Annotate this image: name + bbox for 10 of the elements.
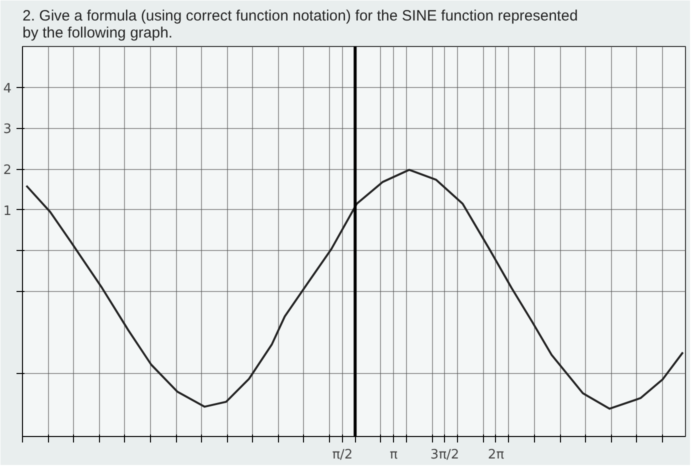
x-tick-label: π/2 (332, 448, 353, 462)
y-tick-label: 4 (3, 81, 12, 96)
x-tick-label: 3π/2 (430, 448, 460, 462)
y-tick-label: 2 (3, 163, 12, 178)
x-tick-label: π (390, 448, 398, 462)
y-tick-label: 3 (3, 122, 12, 138)
x-tick-label: 2π (488, 448, 504, 462)
chart-title: 2. Give a formula (using correct function notation) for the SINE function represented by the following graph. (22, 8, 578, 42)
line-series (25, 168, 684, 410)
y-tick-label: 1 (3, 204, 12, 219)
